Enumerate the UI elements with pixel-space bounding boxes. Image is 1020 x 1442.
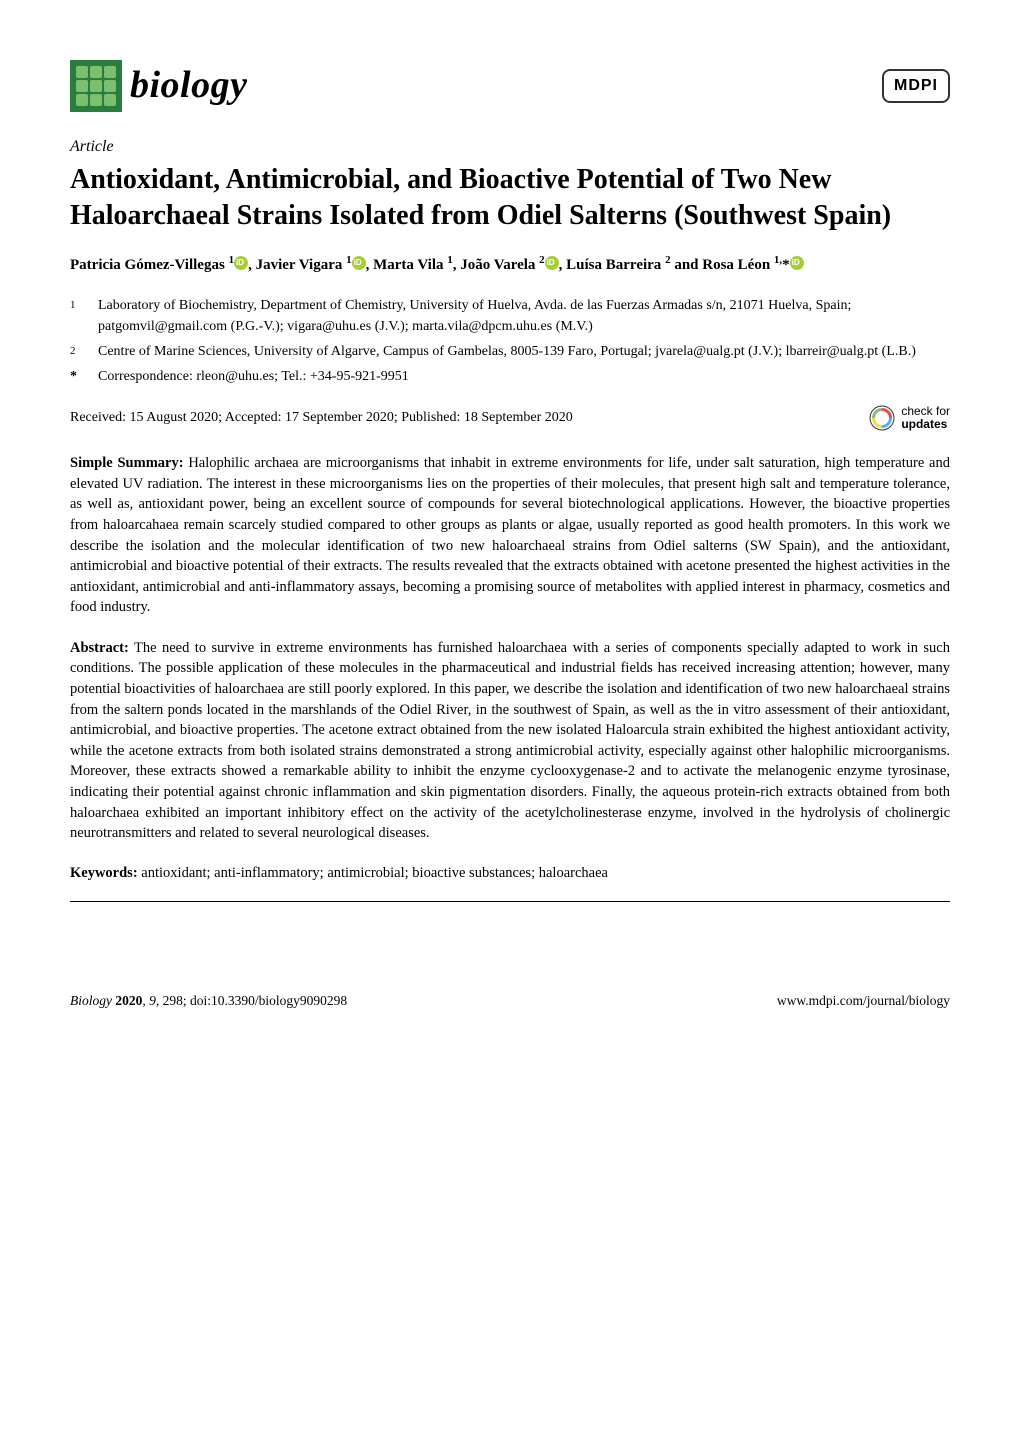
affiliation-text: Centre of Marine Sciences, University of…: [98, 341, 916, 362]
abstract: Abstract: The need to survive in extreme…: [70, 638, 950, 844]
affiliation-number: 2: [70, 341, 98, 362]
correspondence: * Correspondence: rleon@uhu.es; Tel.: +3…: [98, 366, 950, 387]
keywords: Keywords: antioxidant; anti-inflammatory…: [70, 864, 950, 884]
simple-summary-text: Halophilic archaea are microorganisms th…: [70, 455, 950, 615]
page-header: biology MDPI: [70, 60, 950, 112]
publication-dates: Received: 15 August 2020; Accepted: 17 S…: [70, 409, 573, 428]
affiliation-item: 1 Laboratory of Biochemistry, Department…: [98, 295, 950, 337]
keywords-label: Keywords:: [70, 865, 138, 881]
article-title: Antioxidant, Antimicrobial, and Bioactiv…: [70, 162, 950, 235]
abstract-text: The need to survive in extreme environme…: [70, 640, 950, 841]
check-updates-icon: [869, 405, 895, 431]
simple-summary-label: Simple Summary:: [70, 455, 184, 471]
keywords-text: antioxidant; anti-inflammatory; antimicr…: [138, 865, 608, 881]
affiliation-number: 1: [70, 295, 98, 337]
page-footer: Biology 2020, 9, 298; doi:10.3390/biolog…: [70, 992, 950, 1010]
divider: [70, 901, 950, 902]
orcid-icon: [790, 256, 804, 270]
biology-logo-icon: [70, 60, 122, 112]
correspondence-star: *: [70, 366, 98, 387]
abstract-label: Abstract:: [70, 640, 129, 656]
author-list: Patricia Gómez-Villegas 1, Javier Vigara…: [70, 252, 950, 277]
journal-logo: biology: [70, 60, 247, 112]
orcid-icon: [234, 256, 248, 270]
check-for-updates-badge[interactable]: check for updates: [869, 405, 950, 431]
article-type: Article: [70, 136, 950, 158]
affiliation-item: 2 Centre of Marine Sciences, University …: [98, 341, 950, 362]
affiliations: 1 Laboratory of Biochemistry, Department…: [70, 295, 950, 387]
dates-row: Received: 15 August 2020; Accepted: 17 S…: [70, 405, 950, 431]
correspondence-text: Correspondence: rleon@uhu.es; Tel.: +34-…: [98, 366, 409, 387]
simple-summary: Simple Summary: Halophilic archaea are m…: [70, 453, 950, 618]
check-updates-line2: updates: [901, 418, 950, 431]
mdpi-logo: MDPI: [882, 69, 950, 103]
orcid-icon: [545, 256, 559, 270]
orcid-icon: [352, 256, 366, 270]
journal-name: biology: [130, 60, 247, 111]
affiliation-text: Laboratory of Biochemistry, Department o…: [98, 295, 950, 337]
footer-right: www.mdpi.com/journal/biology: [777, 992, 950, 1010]
footer-left: Biology 2020, 9, 298; doi:10.3390/biolog…: [70, 992, 347, 1010]
